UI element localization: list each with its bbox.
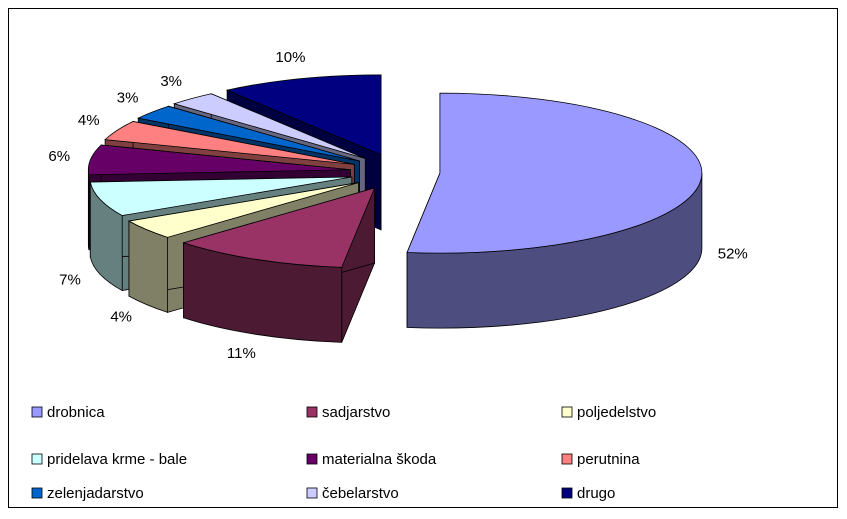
data-label: 3% [160,73,182,90]
legend-label: pridelava krme - bale [47,451,187,468]
legend-label: perutnina [577,451,640,468]
legend-swatch [307,488,317,498]
data-label: 3% [117,89,139,106]
legend-label: poljedelstvo [577,404,656,421]
data-label: 11% [227,345,256,362]
slice-wall [88,170,89,250]
legend-swatch [562,454,572,464]
data-label: 4% [78,112,100,129]
legend-swatch [307,407,317,417]
legend-label: drobnica [47,404,105,421]
data-label: 4% [110,309,132,326]
legend-swatch [32,454,42,464]
legend-swatch [32,407,42,417]
legend-swatch [562,407,572,417]
legend-swatch [562,488,572,498]
legend-label: materialna škoda [322,451,437,468]
data-label: 52% [718,246,748,263]
data-label: 6% [48,148,70,165]
legend-swatch [307,454,317,464]
legend-label: drugo [577,485,615,502]
data-label: 10% [275,49,305,66]
data-label: 7% [59,271,81,288]
legend-label: čebelarstvo [322,485,399,502]
legend-label: sadjarstvo [322,404,390,421]
legend-label: zelenjadarstvo [47,485,144,502]
legend-swatch [32,488,42,498]
